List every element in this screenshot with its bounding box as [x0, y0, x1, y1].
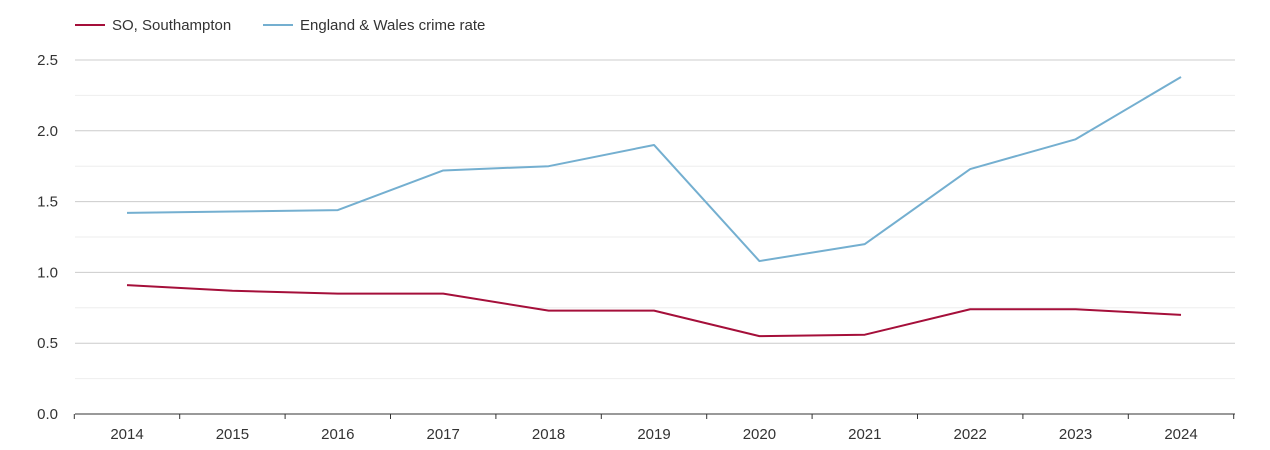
x-tick-label: 2018 [532, 426, 565, 443]
x-tick-label: 2024 [1164, 426, 1197, 443]
series-line-1 [126, 284, 1182, 338]
y-tick-label: 1.0 [37, 264, 58, 281]
series-lines [126, 76, 1182, 338]
y-tick-label: 2.0 [37, 123, 58, 140]
legend-label: SO, Southampton [112, 17, 231, 34]
y-tick-label: 2.5 [37, 52, 58, 69]
x-tick-label: 2017 [427, 426, 460, 443]
x-tick-label: 2022 [954, 426, 987, 443]
y-tick-label: 0.0 [37, 406, 58, 423]
series-line-2 [126, 76, 1182, 263]
legend-label: England & Wales crime rate [300, 17, 485, 34]
gridlines [75, 59, 1235, 380]
x-tick-label: 2016 [321, 426, 354, 443]
x-tick-label: 2020 [743, 426, 776, 443]
x-axis: 2014 2015 2016 2017 2018 2019 2020 2021 2022 2023… [73, 413, 1235, 443]
x-tick-label: 2014 [110, 426, 143, 443]
y-tick-label: 0.5 [37, 335, 58, 352]
x-tick-label: 2015 [216, 426, 249, 443]
x-tick-label: 2019 [637, 426, 670, 443]
x-tick-label: 2023 [1059, 426, 1092, 443]
y-axis: 0.0 0.5 1.0 1.5 2.0 2.5 [37, 52, 58, 423]
x-tick-label: 2021 [848, 426, 881, 443]
legend: SO, Southampton England & Wales crime rat… [75, 17, 485, 34]
y-tick-label: 1.5 [37, 194, 58, 211]
